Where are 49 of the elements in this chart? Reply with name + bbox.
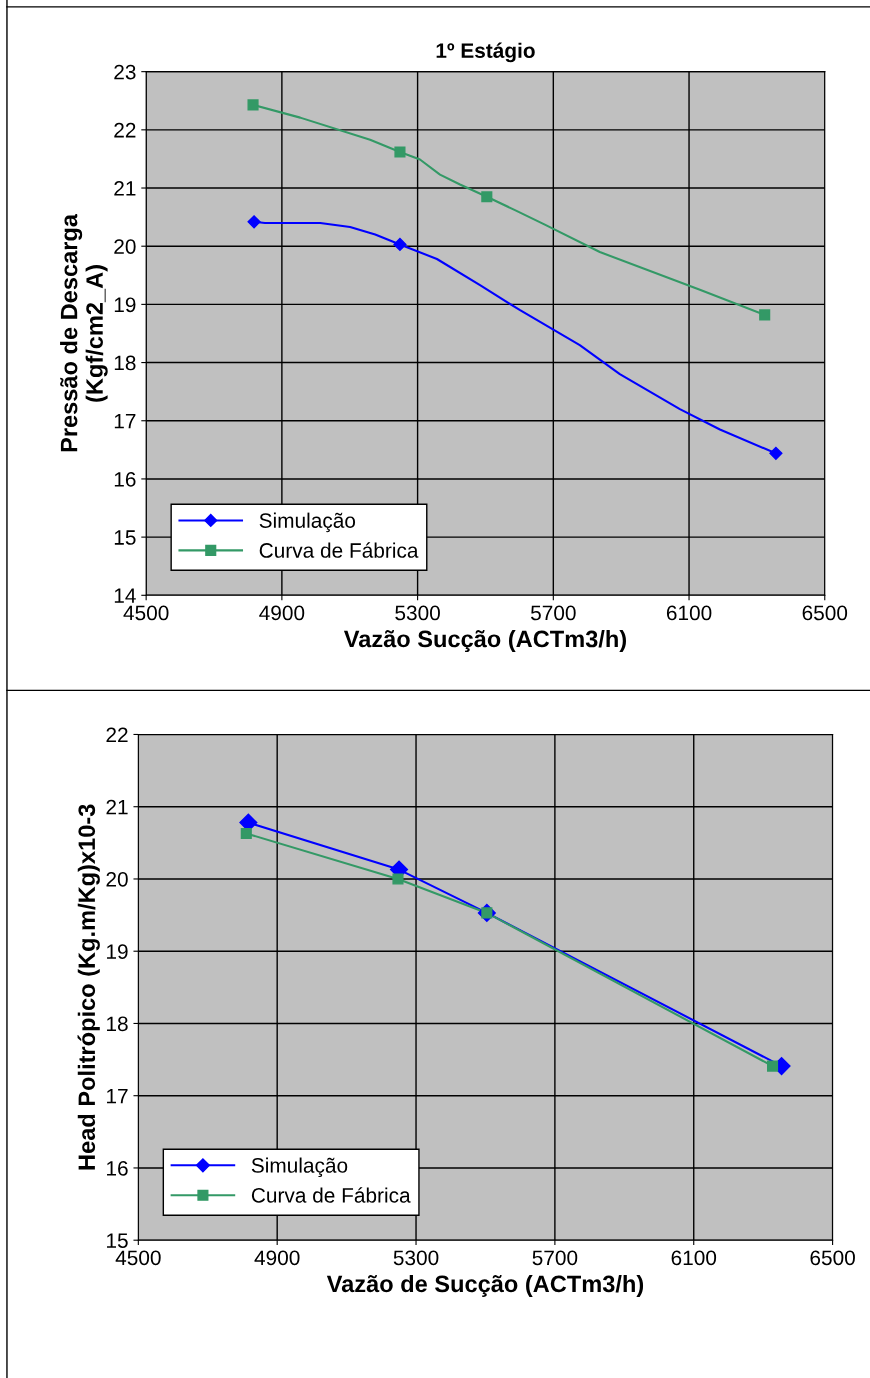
x-axis-title: Vazão de Sucção (ACTm3/h) — [326, 1274, 644, 1297]
y-axis-title: Pressão de Descarga (Kgf/cm2_A) — [60, 213, 108, 452]
x-tick-label: 5700 — [532, 1250, 578, 1266]
y-tick-label: 20 — [106, 871, 128, 887]
y-axis-title: Head Politrópico (Kg.m/Kg)x10-3 — [77, 804, 100, 1170]
chart-title: 1º Estágio — [436, 42, 535, 63]
point — [392, 873, 404, 885]
point — [766, 1060, 779, 1072]
x-tick-label: 6100 — [666, 605, 712, 621]
y-tick-label: 21 — [114, 181, 136, 196]
point — [393, 237, 407, 252]
point — [247, 99, 259, 111]
x-tick-label: 4900 — [259, 605, 305, 621]
x-axis-title: Vazão Sucção (ACTm3/h) — [343, 629, 626, 652]
y-tick-label: 22 — [106, 727, 128, 743]
x-tick-label: 4500 — [115, 1250, 161, 1266]
point — [759, 309, 771, 321]
y-tick-label: 15 — [107, 1233, 128, 1248]
point — [240, 827, 252, 840]
x-tick-label: 6100 — [671, 1250, 717, 1266]
y-tick-label: 14 — [114, 588, 136, 603]
point — [769, 446, 783, 460]
y-tick-label: 15 — [114, 530, 136, 545]
y-tick-label: 21 — [106, 799, 128, 815]
y-tick-label: 20 — [114, 239, 136, 254]
y-tick-label: 19 — [114, 297, 136, 313]
point — [394, 146, 406, 158]
y-tick-label: 16 — [107, 1160, 128, 1176]
x-tick-label: 5300 — [395, 605, 440, 621]
y-tick-label: 18 — [107, 1016, 128, 1032]
y-tick-label: 16 — [114, 471, 136, 487]
legend-label: Curva de Fábrica — [251, 1187, 411, 1203]
legend-label: Curva de Fábrica — [259, 542, 419, 558]
x-tick-label: 6500 — [802, 605, 848, 621]
y-tick-label: 19 — [107, 944, 128, 959]
x-tick-label: 6500 — [810, 1250, 855, 1266]
x-tick-label: 5300 — [393, 1250, 439, 1266]
y-tick-label: 22 — [114, 122, 136, 138]
y-tick-label: 18 — [114, 355, 136, 371]
legend-label: Simulação — [259, 512, 356, 533]
point — [247, 215, 261, 229]
x-tick-label: 4900 — [254, 1250, 300, 1266]
point — [481, 191, 493, 203]
x-tick-label: 5700 — [530, 605, 576, 621]
y-tick-label: 23 — [114, 64, 136, 80]
x-tick-label: 4500 — [123, 605, 169, 621]
y-tick-label: 17 — [107, 1088, 128, 1104]
legend-label: Simulação — [251, 1157, 348, 1178]
y-tick-label: 17 — [114, 413, 136, 429]
